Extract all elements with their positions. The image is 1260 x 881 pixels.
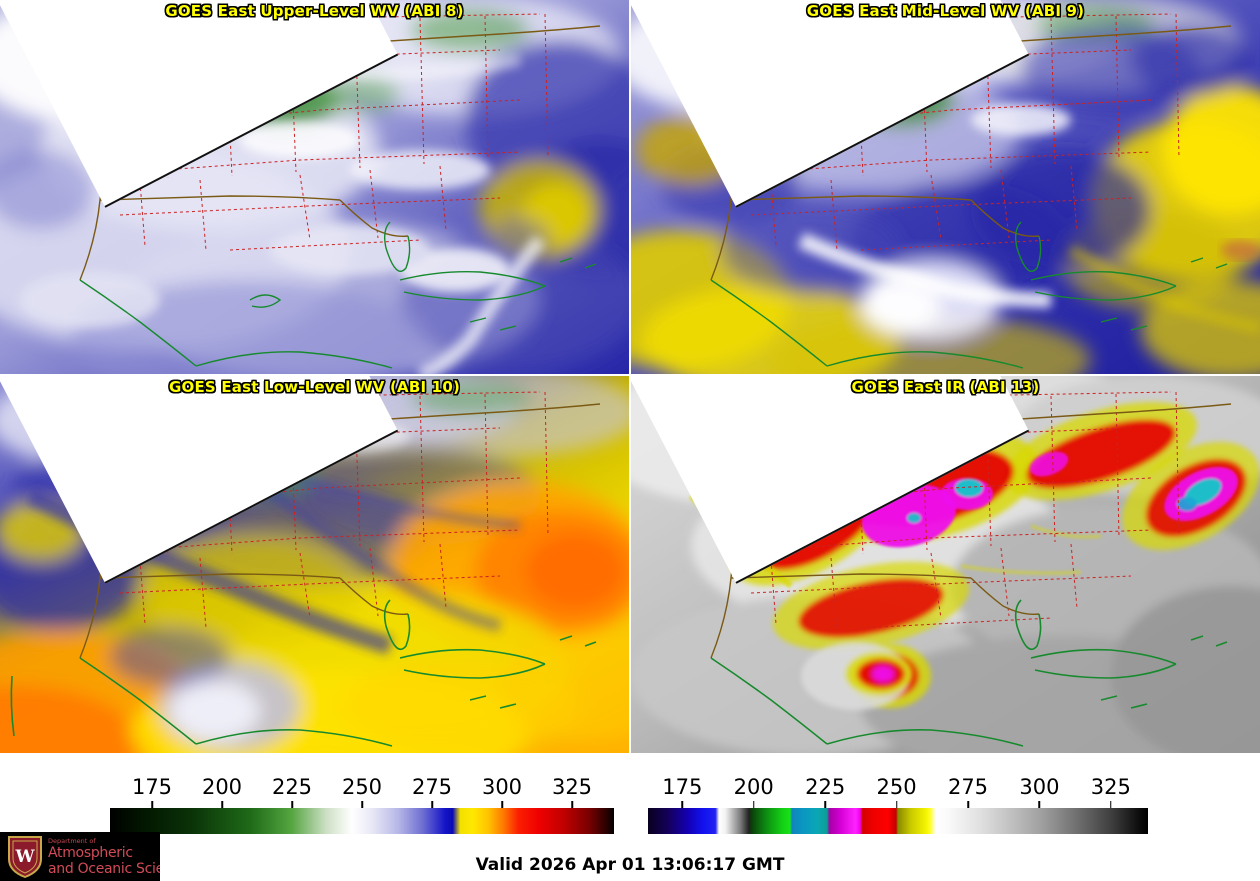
colorbar-ir-tick-labels: 175 200 225 250 275 300 325 bbox=[648, 775, 1148, 801]
colorbar-wv-tick-label: 325 bbox=[551, 775, 593, 799]
colorbar-wv-tick-label: 200 bbox=[201, 775, 243, 799]
colorbar-wv-tick-mark bbox=[501, 801, 503, 808]
panel-abi13-ir[interactable]: GOES East IR (ABI 13) bbox=[631, 376, 1260, 753]
colorbar-wv-tick-mark bbox=[361, 801, 363, 808]
uw-crest-icon: W bbox=[8, 836, 42, 879]
colorbar-ir-tick-label: 275 bbox=[947, 775, 989, 799]
logo-atmospheric-line: Atmospheric bbox=[48, 845, 133, 861]
colorbar-wv-tick-label: 275 bbox=[411, 775, 453, 799]
panel-abi8-upper-level-wv[interactable]: GOES East Upper-Level WV (ABI 8) bbox=[0, 0, 629, 374]
colorbar-ir-gradient bbox=[648, 808, 1148, 834]
colorbar-ir-ticks bbox=[648, 801, 1148, 808]
colorbar-ir-tick-label: 300 bbox=[1019, 775, 1060, 799]
colorbar-wv-tick-label: 300 bbox=[481, 775, 523, 799]
colorbar-area: 175 200 225 250 275 300 325 175 200 225 250 275 300… bbox=[0, 753, 1260, 881]
colorbar-wv-tick-label: 175 bbox=[131, 775, 173, 799]
colorbar-water-vapor: 175 200 225 250 275 300 325 bbox=[110, 775, 614, 834]
colorbar-infrared: 175 200 225 250 275 300 325 bbox=[648, 775, 1148, 834]
panel-abi9-mid-level-wv[interactable]: GOES East Mid-Level WV (ABI 9) bbox=[631, 0, 1260, 374]
colorbar-wv-tick-labels: 175 200 225 250 275 300 325 bbox=[110, 775, 614, 801]
colorbar-ir-tick-label: 250 bbox=[876, 775, 917, 799]
colorbar-ir-tick-label: 325 bbox=[1090, 775, 1131, 799]
colorbar-wv-tick-mark bbox=[291, 801, 293, 808]
colorbar-wv-tick-mark bbox=[151, 801, 153, 808]
colorbar-wv-ticks bbox=[110, 801, 614, 808]
logo-department-line: Department of bbox=[48, 837, 96, 845]
colorbar-wv-tick-label: 250 bbox=[341, 775, 383, 799]
colorbar-ir-tick-mark bbox=[1038, 801, 1041, 808]
colorbar-wv-tick-mark bbox=[221, 801, 223, 808]
colorbar-ir-tick-label: 175 bbox=[662, 775, 703, 799]
colorbar-ir-tick-mark bbox=[752, 801, 755, 808]
valid-time-label: Valid 2026 Apr 01 13:06:17 GMT bbox=[475, 855, 785, 875]
colorbar-wv-tick-mark bbox=[571, 801, 573, 808]
colorbar-ir-tick-label: 225 bbox=[805, 775, 846, 799]
colorbar-wv-gradient bbox=[110, 808, 614, 834]
colorbar-ir-tick-label: 200 bbox=[733, 775, 774, 799]
colorbar-wv-tick-mark bbox=[431, 801, 433, 808]
panel-abi10-low-level-wv[interactable]: GOES East Low-Level WV (ABI 10) bbox=[0, 376, 629, 753]
colorbar-wv-tick-label: 225 bbox=[271, 775, 313, 799]
uw-aos-logo[interactable]: W Department of Atmospheric and Oceanic … bbox=[0, 832, 160, 881]
svg-text:W: W bbox=[14, 847, 35, 867]
satellite-panel-grid: GOES East Upper-Level WV (ABI 8) bbox=[0, 0, 1260, 753]
colorbar-ir-tick-mark bbox=[681, 801, 684, 808]
logo-oceanic-line: and Oceanic Sciences bbox=[48, 861, 160, 877]
colorbar-ir-tick-mark bbox=[1110, 801, 1112, 808]
colorbar-ir-tick-mark bbox=[895, 801, 898, 808]
colorbar-ir-tick-mark bbox=[824, 801, 826, 808]
colorbar-ir-tick-mark bbox=[967, 801, 969, 808]
